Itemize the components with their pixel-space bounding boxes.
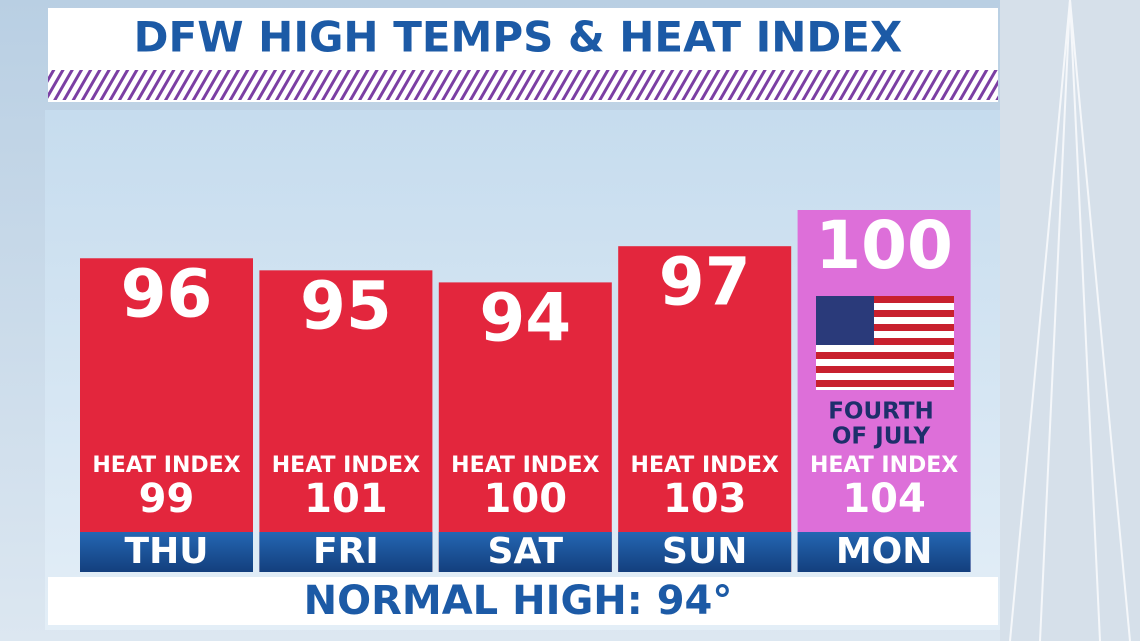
day-band xyxy=(259,532,433,572)
x-tick-label: SAT xyxy=(488,531,564,572)
heat-index-label: HEAT INDEX xyxy=(272,453,420,478)
bar xyxy=(797,210,971,572)
x-tick-label: MON xyxy=(836,531,933,572)
day-band xyxy=(618,532,792,572)
flag xyxy=(816,296,954,390)
bar xyxy=(438,282,612,572)
value-label: 97 xyxy=(659,243,751,320)
day-band xyxy=(80,532,253,572)
x-tick-label: SUN xyxy=(662,531,747,572)
heat-index-label: HEAT INDEX xyxy=(631,453,779,478)
footer: NORMAL HIGH: 94° xyxy=(304,578,733,624)
heat-index-value: 104 xyxy=(842,476,926,522)
footer-box xyxy=(48,577,998,625)
day-band xyxy=(797,532,971,572)
value-label: 94 xyxy=(479,279,571,356)
value-label: 100 xyxy=(815,207,953,284)
heat-index-label: HEAT INDEX xyxy=(810,453,958,478)
bar xyxy=(618,246,792,572)
value-label: 95 xyxy=(300,267,392,344)
title-stripes xyxy=(48,70,998,100)
bar xyxy=(259,270,433,572)
day-band xyxy=(438,532,612,572)
annotation: FOURTH xyxy=(828,399,934,425)
value-label: 96 xyxy=(121,255,213,332)
heat-index-value: 103 xyxy=(663,476,747,522)
heat-index-label: HEAT INDEX xyxy=(92,453,240,478)
heat-index-value: 99 xyxy=(139,476,195,522)
x-tick-label: THU xyxy=(125,531,209,572)
bridge-photo xyxy=(1000,0,1140,641)
bridge-cables xyxy=(1009,0,1131,641)
heat-index-value: 101 xyxy=(304,476,388,522)
x-tick-label: FRI xyxy=(313,531,379,572)
bar xyxy=(80,258,253,572)
annotation: OF JULY xyxy=(832,424,931,450)
heat-index-value: 100 xyxy=(484,476,568,522)
heat-index-label: HEAT INDEX xyxy=(451,453,599,478)
chart-title: DFW HIGH TEMPS & HEAT INDEX xyxy=(134,13,903,62)
